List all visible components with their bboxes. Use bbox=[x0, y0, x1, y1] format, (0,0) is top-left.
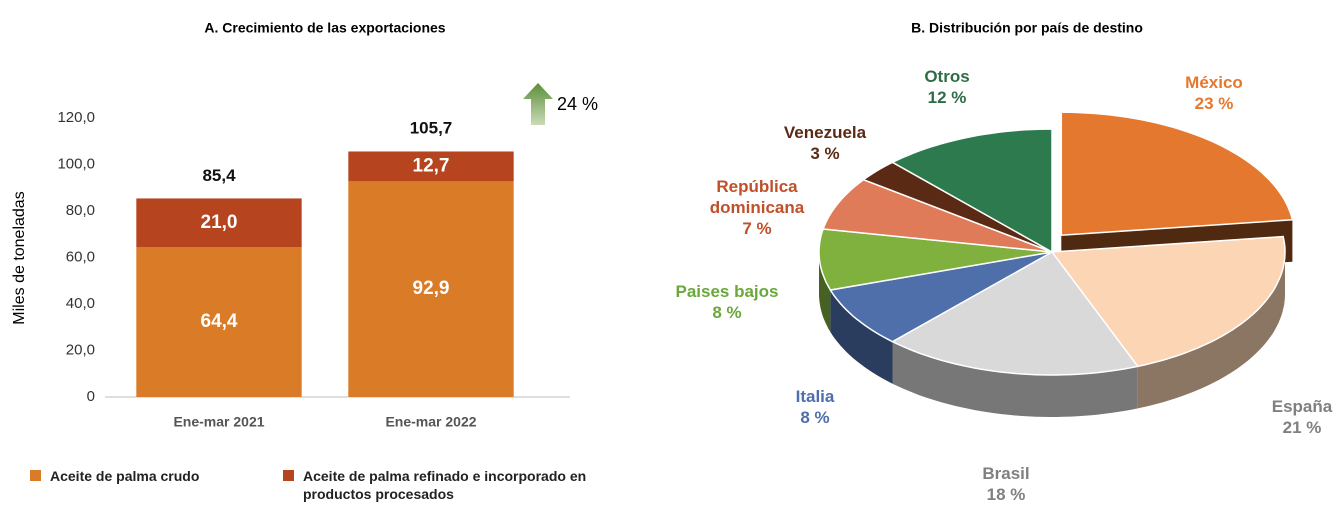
bar-segment bbox=[136, 247, 302, 397]
slice bbox=[861, 161, 1053, 253]
slice-label: Venezuela 3 % bbox=[765, 122, 885, 164]
category-label: Venezuela bbox=[783, 123, 867, 142]
slice bbox=[890, 128, 1053, 254]
slice bbox=[829, 251, 1053, 343]
category-label: Italia bbox=[795, 387, 835, 406]
value-label: 18 % bbox=[986, 485, 1026, 504]
legend-swatch bbox=[30, 470, 41, 481]
slice-label: República dominicana 7 % bbox=[697, 176, 817, 239]
slice-label: México 23 % bbox=[1154, 72, 1274, 114]
x-tick-label: Ene-mar 2021 bbox=[173, 414, 264, 430]
y-tick-label: 40,0 bbox=[66, 295, 95, 312]
legend-label: Aceite de palma crudo bbox=[50, 468, 200, 484]
total-label: 85,4 bbox=[202, 166, 236, 185]
category-label: Otros bbox=[924, 67, 970, 86]
slice-side bbox=[892, 341, 1138, 417]
slice-label: Paises bajos 8 % bbox=[642, 281, 812, 323]
category-label: México bbox=[1185, 73, 1243, 92]
legend-swatch bbox=[283, 470, 294, 481]
category-label: España bbox=[1271, 397, 1333, 416]
growth-arrow bbox=[523, 83, 553, 125]
total-label: 105,7 bbox=[410, 119, 453, 138]
value-label: 8 % bbox=[712, 303, 742, 322]
slice-side bbox=[830, 290, 893, 384]
y-tick-label: 80,0 bbox=[66, 202, 95, 219]
value-label: 12,7 bbox=[413, 155, 450, 176]
category-label: Brasil bbox=[982, 464, 1030, 483]
slice bbox=[890, 251, 1140, 376]
slice bbox=[1060, 111, 1294, 237]
chart-title: A. Crecimiento de las exportaciones bbox=[204, 20, 445, 36]
chart-title: B. Distribución por país de destino bbox=[911, 20, 1143, 36]
value-label: 7 % bbox=[742, 219, 772, 238]
bar-segment bbox=[348, 151, 514, 182]
value-label: 92,9 bbox=[413, 278, 450, 299]
y-axis-label: Miles de toneladas bbox=[11, 191, 28, 324]
value-label: 12 % bbox=[927, 88, 967, 107]
category-label: Paises bajos bbox=[675, 282, 779, 301]
y-tick-label: 20,0 bbox=[66, 341, 95, 358]
slice-side bbox=[1137, 252, 1285, 409]
value-label: 21 % bbox=[1282, 418, 1322, 437]
slice-label: Otros 12 % bbox=[902, 66, 992, 108]
value-label: 23 % bbox=[1194, 94, 1234, 113]
bar-segment bbox=[348, 181, 514, 397]
y-tick-label: 100,0 bbox=[57, 155, 95, 172]
slice bbox=[822, 178, 1053, 253]
value-label: 8 % bbox=[800, 408, 830, 427]
annotation: 24 % bbox=[557, 94, 598, 114]
value-label: 21,0 bbox=[201, 212, 238, 233]
category-label: República dominicana bbox=[709, 177, 805, 217]
value-label: 3 % bbox=[810, 144, 840, 163]
y-tick-label: 0 bbox=[87, 388, 95, 405]
bar-segment bbox=[136, 198, 302, 248]
y-tick-label: 60,0 bbox=[66, 248, 95, 265]
slice bbox=[818, 228, 1053, 291]
value-label: 64,4 bbox=[201, 311, 238, 332]
x-tick-label: Ene-mar 2022 bbox=[385, 414, 476, 430]
y-tick-label: 120,0 bbox=[57, 109, 95, 126]
slice-label: Italia 8 % bbox=[775, 386, 855, 428]
legend-label: Aceite de palma refinado e incorporado e… bbox=[303, 468, 587, 502]
slice-label: España 21 % bbox=[1257, 396, 1339, 438]
slice-label: Brasil 18 % bbox=[961, 463, 1051, 505]
slice bbox=[1050, 235, 1286, 368]
